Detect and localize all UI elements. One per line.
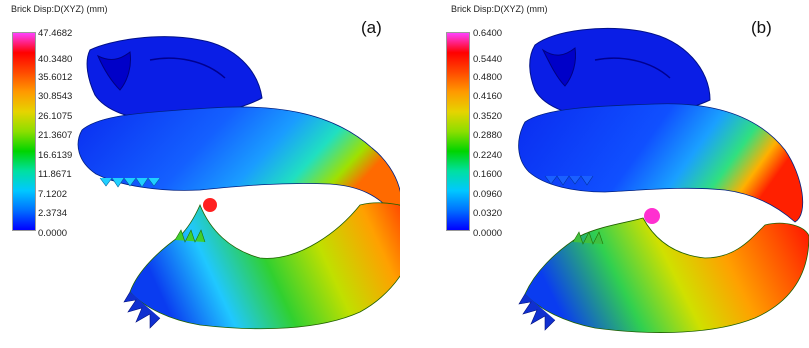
panel-label: (b) bbox=[751, 18, 772, 37]
tick-label: 0.5440 bbox=[473, 54, 503, 65]
tick-label: 35.6012 bbox=[38, 72, 73, 83]
scale-title: Brick Disp:D(XYZ) (mm) bbox=[11, 4, 108, 14]
skull-model-a bbox=[77, 36, 400, 330]
tick-label: 0.6400 bbox=[473, 28, 503, 39]
scale-title: Brick Disp:D(XYZ) (mm) bbox=[451, 4, 548, 14]
tick-label: 2.3734 bbox=[38, 208, 68, 219]
panel-b: Brick Disp:D(XYZ) (mm) 0.6400 0.5440 0.4… bbox=[405, 0, 809, 348]
tick-label: 0.2880 bbox=[473, 130, 503, 141]
tick-label: 47.4682 bbox=[38, 28, 73, 39]
tick-label: 0.0000 bbox=[38, 228, 68, 239]
tick-label: 7.1202 bbox=[38, 189, 68, 200]
skull-model-b bbox=[518, 27, 809, 333]
tick-label: 21.3607 bbox=[38, 130, 73, 141]
tick-label: 11.8671 bbox=[38, 169, 72, 180]
tick-label: 0.0960 bbox=[473, 189, 503, 200]
colorbar bbox=[12, 32, 36, 231]
tick-label: 0.3520 bbox=[473, 111, 503, 122]
tick-label: 16.6139 bbox=[38, 150, 73, 161]
tick-label: 40.3480 bbox=[38, 54, 73, 65]
tick-label: 0.4160 bbox=[473, 91, 503, 102]
tick-label: 0.4800 bbox=[473, 72, 503, 83]
tick-label: 0.1600 bbox=[473, 169, 503, 180]
tick-label: 30.8543 bbox=[38, 91, 73, 102]
panel-label: (a) bbox=[361, 18, 382, 37]
tick-label: 0.0320 bbox=[473, 208, 503, 219]
tick-label: 0.0000 bbox=[473, 228, 503, 239]
tick-label: 26.1075 bbox=[38, 111, 73, 122]
tick-label: 0.2240 bbox=[473, 150, 503, 161]
colorbar bbox=[446, 32, 470, 231]
panel-a: Brick Disp:D(XYZ) (mm) 47.4682 40.3480 3… bbox=[0, 0, 400, 348]
